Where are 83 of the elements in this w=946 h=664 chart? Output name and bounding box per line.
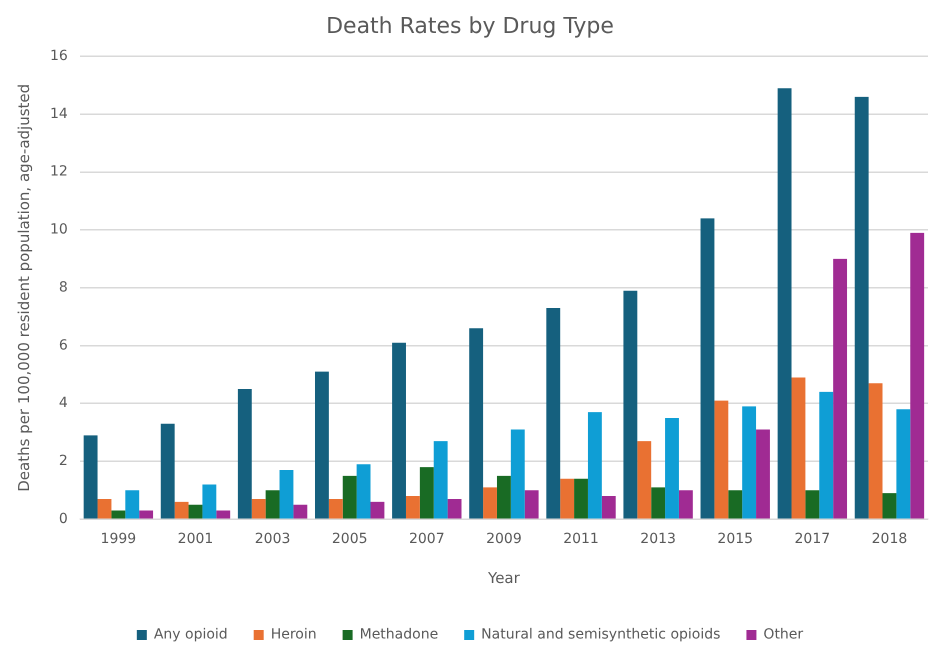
- bar: [882, 493, 896, 518]
- bar: [356, 464, 371, 518]
- x-tick-label: 2011: [563, 531, 599, 548]
- bar: [496, 476, 511, 518]
- legend-label: Methadone: [360, 626, 438, 643]
- bar: [202, 484, 216, 518]
- bar: [623, 290, 638, 518]
- bar: [392, 342, 406, 518]
- bar: [483, 487, 497, 518]
- bar: [342, 476, 357, 518]
- bar: [637, 441, 652, 518]
- x-tick-label: 2009: [486, 531, 522, 548]
- legend-label: Natural and semisynthetic opioids: [481, 626, 720, 643]
- bar: [792, 377, 806, 518]
- bar: [510, 430, 525, 518]
- bar: [700, 218, 714, 518]
- bar: [868, 383, 883, 518]
- chart-title: Death Rates by Drug Type: [326, 14, 614, 39]
- y-tick-label: 14: [50, 106, 68, 122]
- bar: [560, 478, 574, 518]
- x-tick-label: 2003: [254, 531, 290, 548]
- bar: [125, 490, 140, 518]
- bar: [238, 389, 252, 518]
- bar: [805, 490, 820, 518]
- bar: [756, 430, 770, 518]
- bar: [742, 406, 756, 518]
- bar: [574, 478, 588, 518]
- bar: [328, 498, 343, 518]
- legend-label: Heroin: [270, 626, 317, 643]
- y-tick-label: 6: [58, 337, 68, 354]
- x-tick-label: 1999: [100, 531, 136, 548]
- bar: [252, 498, 266, 518]
- y-axis-title: Deaths per 100,000 resident population, age-adjusted: [14, 84, 33, 492]
- bar: [84, 435, 98, 518]
- x-tick-label: 2001: [178, 531, 214, 548]
- bar: [910, 232, 924, 518]
- bar: [588, 412, 602, 518]
- bar: [174, 502, 189, 518]
- bar: [314, 372, 329, 518]
- bar: [139, 510, 154, 518]
- y-tick-label: 16: [50, 48, 68, 64]
- bar: [896, 409, 910, 518]
- x-tick-label: 2015: [717, 531, 754, 548]
- bar: [678, 490, 693, 518]
- legend-label: Any opioid: [154, 626, 228, 643]
- bar: [833, 258, 848, 518]
- bar: [448, 498, 462, 518]
- y-tick-label: 4: [58, 395, 68, 412]
- y-tick-label: 2: [58, 452, 68, 469]
- bar: [651, 487, 666, 518]
- bar: [216, 510, 230, 518]
- bar: [469, 328, 484, 518]
- legend-label: Other: [763, 626, 804, 643]
- x-tick-label: 2018: [872, 531, 908, 548]
- x-tick-label: 2017: [794, 531, 830, 548]
- bar: [406, 496, 420, 518]
- bar: [665, 418, 679, 518]
- bar: [420, 467, 434, 518]
- bar: [188, 504, 202, 518]
- x-tick-label: 2007: [408, 531, 445, 548]
- bar: [778, 88, 792, 518]
- x-axis-title: Year: [487, 568, 521, 587]
- bar: [98, 498, 112, 518]
- bar: [714, 400, 728, 518]
- bar: [854, 96, 869, 518]
- y-tick-label: 10: [50, 222, 68, 238]
- bar: [819, 392, 834, 518]
- y-tick-label: 0: [58, 510, 68, 527]
- bar: [293, 504, 308, 518]
- bar: [280, 470, 294, 518]
- bar: [111, 510, 126, 518]
- bar: [546, 308, 560, 518]
- x-tick-label: 2005: [332, 531, 368, 548]
- bar: [370, 502, 384, 518]
- y-tick-label: 12: [50, 164, 68, 180]
- bar: [728, 490, 742, 518]
- y-tick-label: 8: [58, 279, 68, 296]
- x-tick-label: 2013: [640, 531, 676, 548]
- bar: [434, 441, 448, 518]
- bar: [160, 424, 175, 518]
- bar: [266, 490, 280, 518]
- bar: [524, 490, 539, 518]
- bar: [602, 496, 616, 518]
